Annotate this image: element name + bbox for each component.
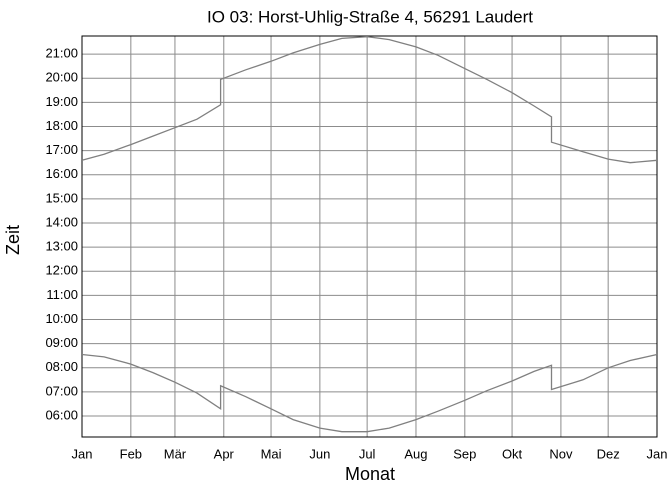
y-tick-label: 19:00 (45, 94, 78, 109)
x-tick-label: Apr (214, 446, 235, 461)
x-tick-label: Jun (309, 446, 330, 461)
y-tick-label: 16:00 (45, 166, 78, 181)
x-tick-label: Mär (164, 446, 187, 461)
chart-title: IO 03: Horst-Uhlig-Straße 4, 56291 Laude… (207, 7, 533, 26)
x-tick-label: Sep (453, 446, 476, 461)
y-tick-label: 20:00 (45, 70, 78, 85)
x-tick-label: Dez (597, 446, 620, 461)
x-tick-label: Jan (72, 446, 93, 461)
y-tick-label: 12:00 (45, 263, 78, 278)
x-tick-label: Mai (261, 446, 282, 461)
data-line (81, 36, 658, 164)
x-tick-label: Jan (647, 446, 668, 461)
y-tick-label: 13:00 (45, 239, 78, 254)
y-tick-label: 14:00 (45, 214, 78, 229)
x-axis-label: Monat (345, 464, 395, 484)
y-tick-label: 17:00 (45, 142, 78, 157)
x-tick-label: Okt (502, 446, 523, 461)
x-tick-label: Jul (359, 446, 376, 461)
y-tick-label: 18:00 (45, 118, 78, 133)
plot-frame (81, 35, 658, 438)
y-tick-label: 06:00 (45, 407, 78, 422)
y-tick-label: 10:00 (45, 311, 78, 326)
y-tick-label: 07:00 (45, 383, 78, 398)
y-tick-label: 08:00 (45, 359, 78, 374)
data-line (81, 353, 658, 433)
x-tick-label: Feb (120, 446, 142, 461)
y-tick-label: 15:00 (45, 190, 78, 205)
x-tick-label: Nov (549, 446, 573, 461)
y-tick-label: 09:00 (45, 335, 78, 350)
y-axis-label: Zeit (3, 225, 23, 255)
y-tick-label: 21:00 (45, 46, 78, 61)
y-tick-label: 11:00 (46, 287, 78, 302)
x-tick-label: Aug (404, 446, 427, 461)
